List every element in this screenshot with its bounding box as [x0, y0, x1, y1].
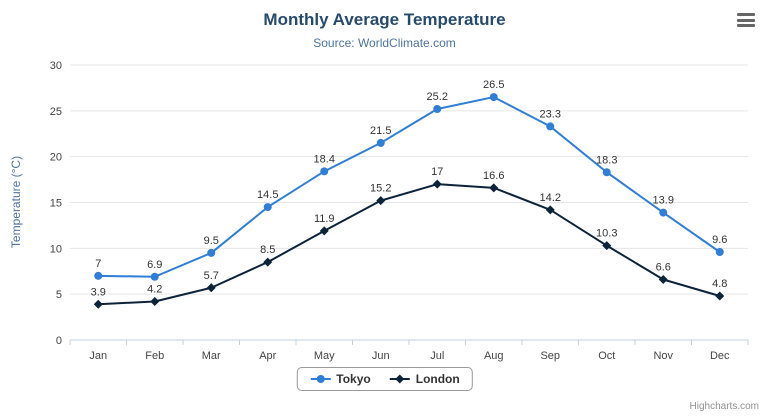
data-label: 4.8	[712, 278, 727, 290]
x-axis-label: Sep	[540, 350, 560, 362]
y-axis-label: 0	[56, 335, 62, 347]
data-point[interactable]	[433, 105, 442, 113]
data-label: 26.5	[483, 79, 504, 91]
data-point[interactable]	[206, 283, 216, 293]
menu-bar	[737, 24, 755, 27]
y-axis-label: 10	[50, 243, 62, 255]
x-axis-label: Oct	[598, 350, 615, 362]
data-point[interactable]	[93, 299, 103, 309]
data-point[interactable]	[263, 257, 273, 267]
context-menu-icon[interactable]	[737, 13, 755, 27]
data-point[interactable]	[545, 205, 555, 215]
diamond-marker-icon	[395, 374, 405, 384]
data-label: 10.3	[596, 228, 617, 240]
data-label: 3.9	[91, 286, 106, 298]
series-line-london[interactable]	[97, 183, 721, 306]
data-point[interactable]	[94, 271, 103, 280]
chart-subtitle: Source: WorldClimate.com	[313, 36, 456, 50]
x-axis-label: Jan	[89, 350, 107, 362]
data-label: 15.2	[370, 183, 391, 195]
data-label: 13.9	[653, 195, 674, 207]
y-axis-title: Temperature (°C)	[9, 155, 23, 249]
data-point[interactable]	[150, 272, 159, 281]
data-label: 18.4	[314, 153, 335, 165]
data-label: 6.9	[147, 259, 162, 271]
data-point[interactable]	[150, 297, 160, 306]
data-label: 21.5	[370, 125, 391, 137]
menu-bar	[737, 13, 755, 16]
data-label: 17	[431, 166, 443, 178]
data-label: 7	[95, 258, 101, 270]
data-label: 6.6	[656, 262, 671, 274]
data-point[interactable]	[432, 179, 442, 189]
y-axis-label: 5	[56, 289, 62, 301]
data-point[interactable]	[376, 138, 385, 147]
london-legend-marker	[389, 374, 410, 384]
data-label: 14.2	[540, 192, 561, 204]
data-point[interactable]	[320, 167, 329, 176]
data-point[interactable]	[658, 275, 668, 284]
x-axis-label: Jul	[430, 350, 444, 362]
x-axis-label: Mar	[202, 350, 221, 362]
circle-marker-icon	[316, 375, 325, 383]
data-point[interactable]	[715, 291, 725, 301]
data-point[interactable]	[319, 226, 329, 236]
data-label: 16.6	[483, 170, 504, 182]
data-point[interactable]	[715, 248, 724, 256]
data-point[interactable]	[376, 196, 386, 206]
series-line-tokyo[interactable]	[97, 96, 721, 278]
legend: Tokyo London	[296, 367, 473, 391]
data-point[interactable]	[659, 208, 668, 217]
legend-label-london: London	[415, 372, 460, 386]
chart-title: Monthly Average Temperature	[263, 10, 506, 29]
data-point[interactable]	[602, 241, 612, 251]
data-label: 25.2	[427, 91, 448, 103]
data-label: 9.5	[204, 235, 219, 247]
data-label: 5.7	[204, 270, 219, 282]
y-axis-label: 25	[50, 106, 62, 118]
data-point[interactable]	[263, 203, 272, 212]
data-point[interactable]	[546, 122, 555, 131]
x-axis-label: May	[314, 350, 335, 362]
data-label: 23.3	[540, 108, 561, 120]
tokyo-legend-marker	[310, 375, 331, 383]
data-point[interactable]	[207, 248, 216, 257]
data-label: 4.2	[147, 284, 162, 296]
data-point[interactable]	[602, 168, 611, 177]
data-label: 14.5	[257, 189, 278, 201]
data-point[interactable]	[489, 183, 499, 193]
data-label: 18.3	[596, 154, 617, 166]
legend-label-tokyo: Tokyo	[336, 372, 371, 386]
x-axis-label: Feb	[145, 350, 164, 362]
x-axis-label: Apr	[259, 350, 276, 362]
x-axis-label: Jun	[372, 350, 390, 362]
x-axis-label: Nov	[653, 350, 673, 362]
legend-item-london[interactable]: London	[389, 372, 460, 386]
data-label: 9.6	[712, 234, 727, 246]
y-axis-label: 20	[50, 152, 62, 164]
legend-item-tokyo[interactable]: Tokyo	[309, 372, 371, 386]
menu-bar	[737, 18, 755, 22]
data-point[interactable]	[489, 93, 498, 102]
credits-link[interactable]: Highcharts.com	[689, 401, 759, 412]
y-axis-label: 15	[50, 198, 62, 210]
x-axis-label: Aug	[484, 350, 504, 362]
y-axis-label: 30	[50, 60, 62, 72]
x-axis-label: Dec	[710, 350, 730, 362]
data-label: 8.5	[260, 244, 275, 256]
data-label: 11.9	[314, 213, 335, 225]
